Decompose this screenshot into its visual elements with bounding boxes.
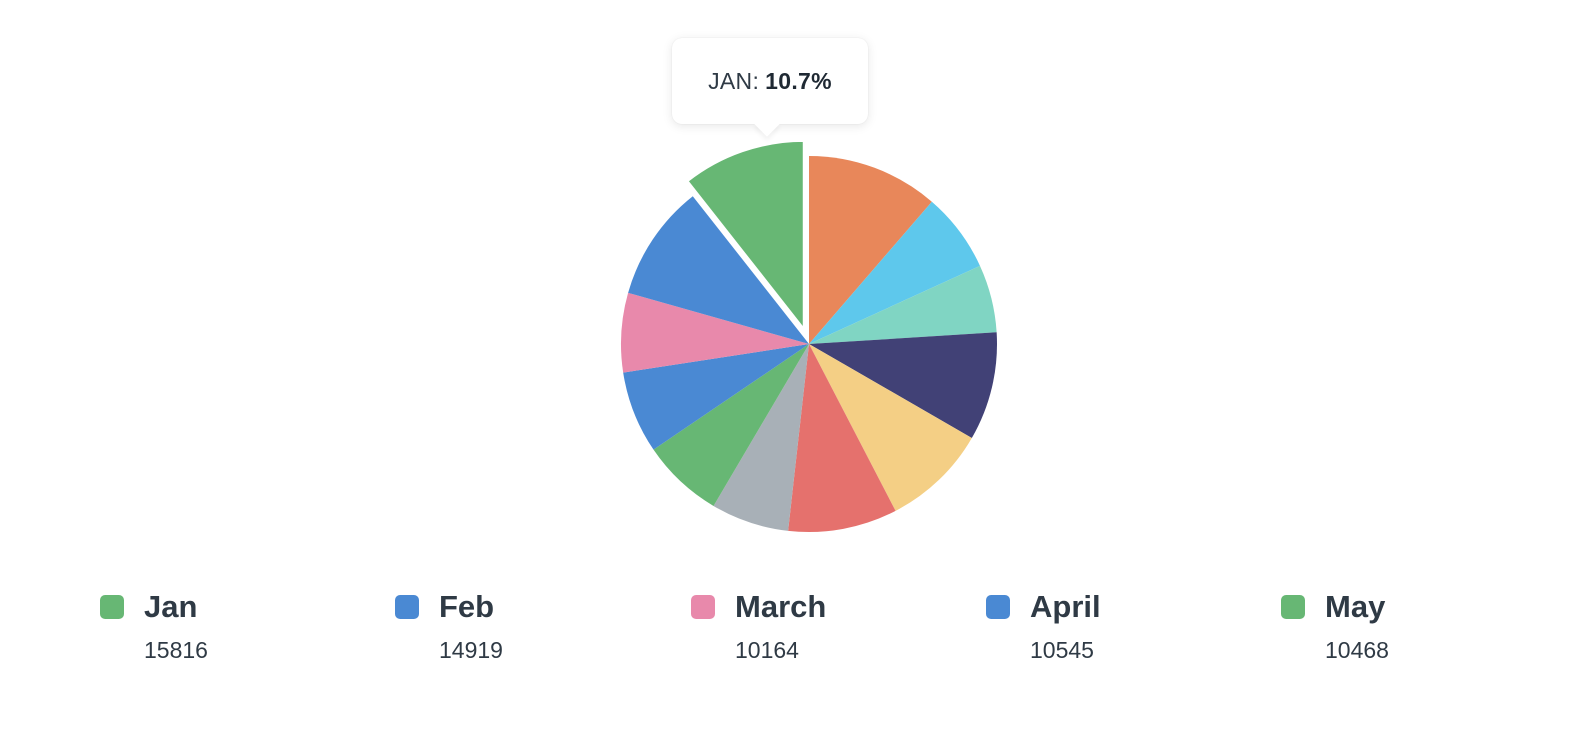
pie-slice-segment-5[interactable] [809,332,998,438]
legend-value-feb: 14919 [439,637,503,663]
legend-label-march: March [735,589,827,624]
pie-chart-plot [620,139,998,532]
legend-label-feb: Feb [439,589,495,624]
legend-value-march: 10164 [735,637,799,663]
pie-slice-segment-6[interactable] [809,344,972,511]
pie-slice-segment-3[interactable] [809,201,980,344]
legend-value-may: 10468 [1325,637,1389,663]
pie-slice-march[interactable] [620,292,809,373]
chart-legend: Jan 15816 Feb 14919 March 10164 April 10… [0,585,1592,685]
legend-swatch-march [691,595,715,619]
tooltip-value: 10.7% [765,67,832,94]
legend-swatch-feb [395,595,419,619]
legend-label-may: May [1325,589,1386,624]
pie-slice-jan[interactable] [686,139,805,332]
tooltip-label: JAN: [708,67,760,94]
pie-slice-feb[interactable] [628,196,809,344]
pie-slice-may[interactable] [653,344,809,506]
legend-value-april: 10545 [1030,637,1094,663]
legend-item-march[interactable]: March 10164 [691,585,971,675]
pie-tooltip: JAN: 10.7% [672,38,868,124]
legend-swatch-may [1281,595,1305,619]
pie-slice-segment-4[interactable] [809,265,997,344]
legend-label-april: April [1030,589,1101,624]
legend-swatch-jan [100,595,124,619]
legend-label-jan: Jan [144,589,198,624]
pie-slice-segment-2[interactable] [809,156,932,344]
legend-value-jan: 15816 [144,637,208,663]
pie-slice-segment-7[interactable] [788,344,896,532]
legend-swatch-april [986,595,1010,619]
legend-item-jan[interactable]: Jan 15816 [100,585,380,675]
pie-slice-april[interactable] [623,344,809,450]
legend-item-april[interactable]: April 10545 [986,585,1266,675]
legend-item-feb[interactable]: Feb 14919 [395,585,675,675]
legend-item-may[interactable]: May 10468 [1281,585,1561,675]
pie-slice-segment-8[interactable] [713,344,809,531]
